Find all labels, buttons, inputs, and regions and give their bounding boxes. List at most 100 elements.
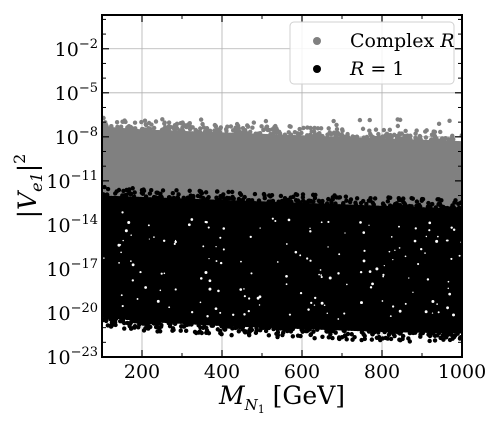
band-gap-point bbox=[131, 263, 135, 267]
scatter-point bbox=[206, 194, 211, 200]
band-gap-point bbox=[258, 295, 262, 299]
band-fill-strip bbox=[300, 135, 304, 203]
band-fill-strip bbox=[378, 138, 382, 206]
band-gap-point bbox=[168, 306, 171, 309]
band-fill-strip bbox=[282, 134, 286, 203]
band-fill-strip bbox=[162, 197, 166, 323]
scatter-point bbox=[153, 119, 159, 124]
scatter-point bbox=[229, 332, 234, 338]
band-gap-point bbox=[148, 238, 150, 240]
band-fill-strip bbox=[114, 127, 118, 196]
band-fill-strip bbox=[285, 134, 289, 203]
scatter-point bbox=[262, 193, 267, 198]
scatter-point bbox=[109, 316, 114, 321]
band-gap-point bbox=[437, 311, 440, 314]
legend-label-complex-r: Complex R bbox=[350, 30, 455, 52]
band-fill-strip bbox=[453, 140, 457, 209]
scatter-point bbox=[400, 136, 405, 141]
scatter-point bbox=[353, 200, 358, 205]
scatter-point bbox=[401, 199, 406, 205]
x-tick-label: 800 bbox=[364, 361, 400, 383]
scatter-point bbox=[242, 128, 248, 133]
x-tick-label: 400 bbox=[204, 361, 240, 383]
band-fill-strip bbox=[288, 202, 292, 329]
band-gap-point bbox=[450, 226, 453, 229]
scatter-point bbox=[195, 193, 201, 199]
scatter-point bbox=[259, 325, 264, 330]
scatter-point bbox=[116, 187, 122, 193]
scatter-point bbox=[388, 336, 394, 342]
band-gap-point bbox=[437, 235, 439, 238]
band-gap-point bbox=[248, 297, 251, 300]
scatter-point bbox=[131, 194, 137, 199]
band-fill-strip bbox=[102, 126, 106, 196]
band-fill-strip bbox=[369, 205, 373, 332]
band-gap-point bbox=[383, 265, 385, 267]
band-fill-strip bbox=[141, 196, 145, 322]
band-gap-point bbox=[320, 301, 324, 305]
band-fill-strip bbox=[414, 139, 418, 207]
band-fill-strip bbox=[147, 129, 151, 198]
band-fill-strip bbox=[351, 137, 355, 205]
y-tick-exponent: −23 bbox=[71, 345, 98, 360]
scatter-point bbox=[295, 333, 301, 338]
scatter-point bbox=[132, 190, 137, 195]
scatter-point bbox=[146, 120, 152, 126]
x-tick-labels: 200 400 600 800 1000 bbox=[124, 361, 486, 383]
scatter-point bbox=[395, 134, 401, 139]
x-axis-label: MN1 [GeV] bbox=[218, 381, 345, 416]
band-gap-point bbox=[215, 260, 218, 262]
band-gap-point bbox=[127, 220, 131, 224]
scatter-point bbox=[403, 128, 408, 134]
band-gap-point bbox=[452, 313, 455, 317]
scatter-point bbox=[367, 117, 372, 123]
band-fill-strip bbox=[363, 137, 367, 206]
band-gap-point bbox=[431, 299, 435, 303]
scatter-point bbox=[238, 192, 244, 197]
band-gap-point bbox=[448, 292, 452, 296]
x-tick-label: 1000 bbox=[438, 361, 486, 383]
scatter-point bbox=[162, 121, 167, 126]
band-fill-strip bbox=[345, 204, 349, 331]
scatter-point bbox=[337, 195, 343, 200]
band-fill-strip bbox=[429, 207, 433, 333]
band-gap-point bbox=[215, 246, 217, 248]
band-gap-point bbox=[327, 220, 330, 224]
y-tick-base: 10 bbox=[55, 39, 79, 61]
scatter-point bbox=[432, 338, 438, 343]
scatter-point bbox=[221, 192, 226, 197]
band-fill-strip bbox=[315, 203, 319, 330]
band-fill-strip bbox=[180, 130, 184, 199]
band-gap-point bbox=[174, 239, 177, 242]
scatter-point bbox=[280, 326, 285, 331]
band-gap-point bbox=[309, 227, 311, 230]
band-fill-strip bbox=[168, 197, 172, 324]
scatter-point bbox=[381, 135, 386, 141]
scatter-point bbox=[427, 333, 433, 339]
scatter-point bbox=[406, 137, 411, 142]
scatter-point bbox=[236, 329, 241, 334]
band-gap-point bbox=[156, 299, 160, 303]
y-tick-base: 10 bbox=[55, 83, 79, 105]
scatter-point bbox=[401, 196, 406, 201]
scatter-points bbox=[102, 115, 462, 344]
scatter-point bbox=[427, 338, 432, 344]
scatter-point bbox=[118, 124, 124, 129]
scatter-point bbox=[187, 126, 193, 132]
band-gap-point bbox=[368, 224, 370, 226]
scatter-point bbox=[372, 196, 378, 201]
scatter-point bbox=[392, 333, 397, 339]
band-gap-point bbox=[243, 288, 245, 290]
scatter-point bbox=[254, 325, 259, 331]
scatter-point bbox=[342, 328, 347, 334]
band-fill-strip bbox=[120, 196, 124, 320]
band-fill-strip bbox=[198, 131, 202, 200]
band-gap-point bbox=[103, 257, 105, 259]
band-gap-point bbox=[285, 283, 288, 286]
scatter-point bbox=[143, 194, 149, 199]
band-fill-strip bbox=[438, 140, 442, 208]
scatter-point bbox=[112, 319, 118, 325]
band-fill-strip bbox=[102, 195, 106, 318]
band-gap-point bbox=[299, 291, 303, 295]
scatter-point bbox=[230, 326, 235, 331]
